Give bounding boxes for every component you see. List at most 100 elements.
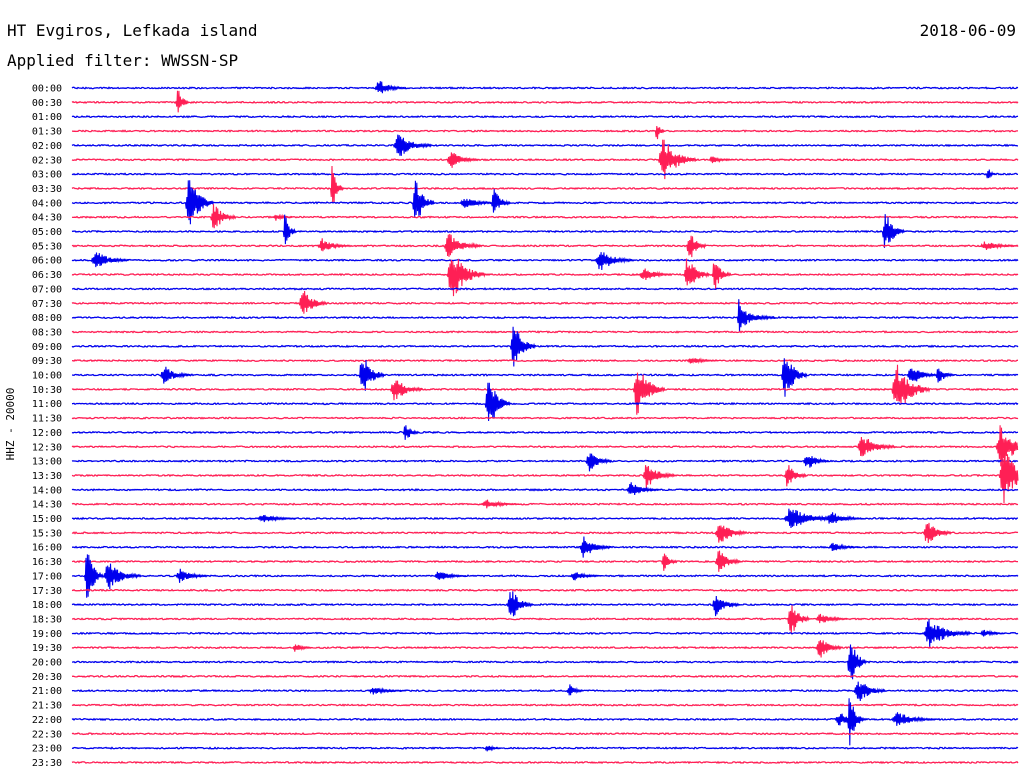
- seismic-event: [175, 90, 190, 113]
- seismic-event: [979, 629, 1006, 637]
- trace-line: [71, 516, 1018, 521]
- seismic-event: [891, 364, 931, 405]
- trace-line: [71, 344, 1019, 349]
- row-time-label: 06:00: [32, 256, 62, 267]
- row-time-label: 02:00: [32, 141, 62, 152]
- row-time-label: 21:30: [32, 701, 62, 712]
- seismic-event: [292, 644, 312, 652]
- trace-line: [71, 172, 1019, 176]
- seismic-event: [389, 380, 423, 401]
- trace-line: [71, 674, 1019, 679]
- row-time-label: 07:30: [32, 299, 62, 310]
- seismic-event: [714, 525, 748, 543]
- row-time-label: 06:30: [32, 270, 62, 281]
- row-time-label: 15:00: [32, 514, 62, 525]
- trace-line: [71, 401, 1019, 406]
- trace-line: [71, 459, 1019, 463]
- seismic-event: [815, 640, 842, 658]
- row-time-label: 23:00: [32, 744, 62, 755]
- seismic-event: [298, 290, 328, 314]
- row-time-label: 04:00: [32, 198, 62, 209]
- trace-line: [71, 359, 1018, 363]
- row-time-label: 14:00: [32, 485, 62, 496]
- row-time-label: 09:00: [32, 342, 62, 353]
- filter-label: Applied filter: WWSSN-SP: [7, 51, 238, 70]
- seismic-event: [922, 619, 971, 648]
- seismic-event: [847, 644, 868, 680]
- row-time-label: 01:30: [32, 127, 62, 138]
- seismic-event: [891, 712, 937, 726]
- seismic-event: [90, 252, 130, 268]
- trace-rows: 00:00 00:30 01:00 01:30 02:00 02:30 03:00 03:30…: [32, 81, 1019, 769]
- row-time-label: 02:30: [32, 155, 62, 166]
- seismic-event: [484, 382, 511, 422]
- seismic-event: [566, 684, 583, 696]
- seismic-event: [569, 572, 602, 581]
- seismic-event: [282, 214, 297, 245]
- seismic-event: [985, 169, 997, 179]
- row-time-label: 13:30: [32, 471, 62, 482]
- seismic-event: [330, 165, 344, 203]
- trace-line: [71, 574, 1019, 578]
- trace-line: [71, 186, 1019, 191]
- trace-line: [71, 631, 1019, 636]
- trace-line: [71, 315, 1019, 320]
- seismic-event: [642, 465, 675, 489]
- row-time-label: 18:00: [32, 600, 62, 611]
- trace-line: [71, 143, 1019, 148]
- row-time-label: 00:30: [32, 98, 62, 109]
- seismic-event: [579, 536, 612, 558]
- seismic-event: [506, 591, 533, 617]
- row-time-label: 11:00: [32, 399, 62, 410]
- seismic-event: [711, 263, 732, 290]
- seismic-event: [935, 368, 956, 383]
- row-time-label: 20:00: [32, 658, 62, 669]
- row-time-label: 13:00: [32, 457, 62, 468]
- seismic-event: [175, 568, 208, 583]
- trace-line: [71, 200, 1019, 205]
- row-time-label: 16:00: [32, 543, 62, 554]
- seismic-event: [585, 453, 612, 472]
- seismic-event: [393, 134, 432, 156]
- seismic-event: [856, 436, 896, 457]
- seismic-event: [210, 204, 237, 229]
- seismic-event: [686, 357, 719, 365]
- row-time-label: 22:30: [32, 729, 62, 740]
- trace-line: [71, 158, 1019, 162]
- chart-date: 2018-06-09: [920, 21, 1016, 40]
- seismic-event: [273, 213, 294, 221]
- seismic-event: [714, 550, 741, 572]
- seismic-event: [998, 449, 1019, 504]
- seismic-event: [803, 456, 830, 468]
- seismic-event: [434, 571, 467, 580]
- seismic-event: [847, 698, 864, 746]
- seismic-event: [922, 522, 952, 544]
- trace-line: [71, 717, 1019, 722]
- trace-line: [71, 416, 1019, 420]
- trace-line: [71, 114, 1019, 119]
- seismic-event: [402, 425, 419, 440]
- row-time-label: 22:00: [32, 715, 62, 726]
- seismic-event: [595, 252, 634, 271]
- seismic-event: [443, 233, 483, 257]
- row-time-label: 10:30: [32, 385, 62, 396]
- seismic-event: [446, 152, 480, 168]
- seismic-event: [736, 299, 748, 333]
- seismic-event: [787, 605, 810, 634]
- seismic-event: [815, 613, 848, 624]
- seismic-event: [825, 512, 864, 524]
- trace-line: [71, 301, 1019, 305]
- seismic-event: [632, 372, 666, 415]
- row-time-label: 01:00: [32, 112, 62, 123]
- trace-line: [71, 487, 1019, 492]
- row-time-label: 05:00: [32, 227, 62, 238]
- seismic-event: [412, 180, 435, 218]
- trace-line: [71, 660, 1019, 664]
- seismic-event: [784, 508, 833, 529]
- trace-line: [71, 588, 1019, 592]
- seismic-event: [103, 563, 142, 590]
- row-time-label: 08:00: [32, 313, 62, 324]
- row-time-label: 10:00: [32, 371, 62, 382]
- station-title: HT Evgiros, Lefkada island: [7, 21, 257, 40]
